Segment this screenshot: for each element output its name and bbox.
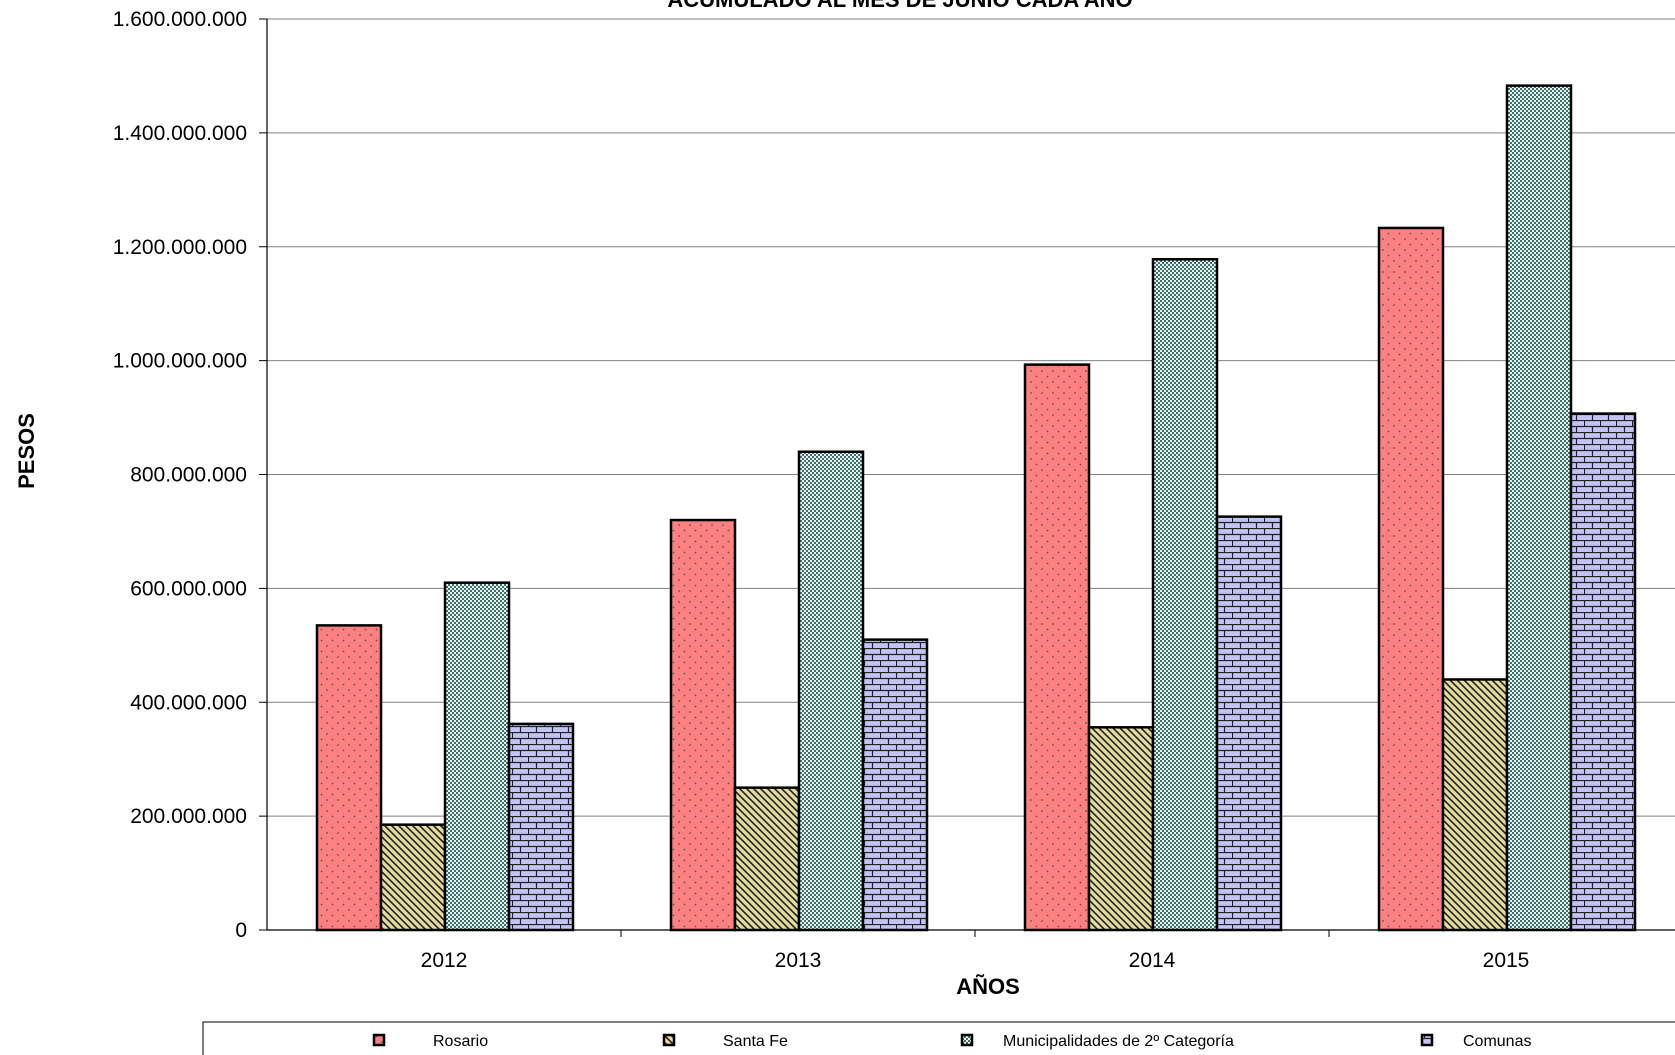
y-tick-label: 200.000.000 <box>130 805 247 828</box>
bar-santa-fe-2013 <box>733 786 801 932</box>
y-tick-label: 1.600.000.000 <box>113 8 247 31</box>
y-tick-label: 1.400.000.000 <box>113 122 247 145</box>
bar-santa-fe-2014 <box>1087 726 1155 932</box>
legend-label-comunas: Comunas <box>1463 1033 1531 1050</box>
axes-group <box>266 19 1675 937</box>
legend-swatch-comunas <box>1420 1033 1434 1047</box>
y-tick-label: 0 <box>235 919 247 942</box>
legend-label-rosario: Rosario <box>433 1033 488 1050</box>
bar-municipalidades-de-2-categor-a-2013 <box>797 450 865 932</box>
bar-rosario-2014 <box>1023 363 1091 932</box>
x-tick-labels: 2012 2013 2014 2015 <box>421 949 1530 972</box>
bar-santa-fe-2012 <box>379 823 447 932</box>
y-tick-label: 400.000.000 <box>130 691 247 714</box>
bar-rosario-2013 <box>669 518 737 932</box>
legend-swatch-municipalidades-de-2-categor-a <box>960 1033 974 1047</box>
x-tick-label-2013: 2013 <box>775 949 822 972</box>
y-tick-label: 1.200.000.000 <box>113 236 247 259</box>
bars-group <box>315 84 1637 932</box>
bar-comunas-2014 <box>1215 515 1283 932</box>
legend: Rosario Santa Fe Municipalidades de 2º Cat… <box>202 1021 1675 1055</box>
x-axis-title: AÑOS <box>956 974 1020 999</box>
legend-swatch-santa-fe <box>662 1033 676 1047</box>
x-tick-label-2012: 2012 <box>421 949 468 972</box>
bar-rosario-2012 <box>315 624 383 932</box>
bar-santa-fe-2015 <box>1441 678 1509 932</box>
y-tick-label: 600.000.000 <box>130 577 247 600</box>
y-tick-labels: 0 200.000.000 400.000.000 600.000.000 800.00… <box>113 8 247 942</box>
y-axis-title: PESOS <box>14 413 39 489</box>
x-tick-label-2015: 2015 <box>1483 949 1530 972</box>
legend-swatch-rosario <box>372 1033 386 1047</box>
legend-frame <box>202 1021 1675 1055</box>
bar-municipalidades-de-2-categor-a-2015 <box>1505 84 1573 932</box>
bar-comunas-2015 <box>1569 412 1637 932</box>
bar-municipalidades-de-2-categor-a-2014 <box>1151 258 1219 932</box>
x-tick-label-2014: 2014 <box>1129 949 1176 972</box>
chart-title: ACUMULADO AL MES DE JUNIO CADA AÑO <box>667 0 1132 12</box>
y-tick-label: 800.000.000 <box>130 464 247 487</box>
bar-rosario-2015 <box>1377 226 1445 932</box>
bar-comunas-2013 <box>861 638 929 932</box>
bar-comunas-2012 <box>507 722 575 932</box>
legend-label-santa-fe: Santa Fe <box>723 1033 788 1050</box>
y-tick-label: 1.000.000.000 <box>113 350 247 373</box>
legend-label-municipalidades-de-2-categor-a: Municipalidades de 2º Categoría <box>1003 1033 1234 1050</box>
bar-municipalidades-de-2-categor-a-2012 <box>443 581 511 932</box>
